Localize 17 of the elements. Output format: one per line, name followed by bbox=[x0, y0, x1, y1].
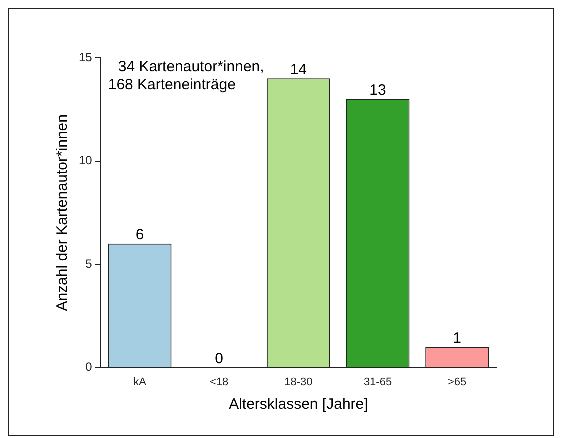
x-tick-label: >65 bbox=[448, 376, 467, 388]
data-label: 14 bbox=[290, 61, 308, 78]
annotation: 34 Kartenautor*innen, 168 Karteneinträge bbox=[108, 58, 264, 94]
data-label: 1 bbox=[453, 330, 462, 347]
data-label: 6 bbox=[136, 226, 144, 244]
x-tick-label: kA bbox=[134, 376, 148, 388]
y-tick-label: 10 bbox=[78, 154, 93, 168]
y-tick-label: 15 bbox=[78, 50, 93, 64]
data-label: 13 bbox=[370, 82, 386, 99]
x-tick-label: 31-65 bbox=[364, 376, 392, 388]
x-tick-label: 18-30 bbox=[284, 376, 313, 388]
data-label: 0 bbox=[215, 350, 224, 368]
y-tick-label: 0 bbox=[86, 360, 93, 374]
x-tick-label: <18 bbox=[210, 376, 229, 388]
x-axis-title: Altersklassen [Jahre] bbox=[229, 396, 368, 414]
y-axis-title: Anzahl der Kartenautor*innen bbox=[54, 114, 72, 312]
y-tick-label: 5 bbox=[86, 256, 93, 271]
